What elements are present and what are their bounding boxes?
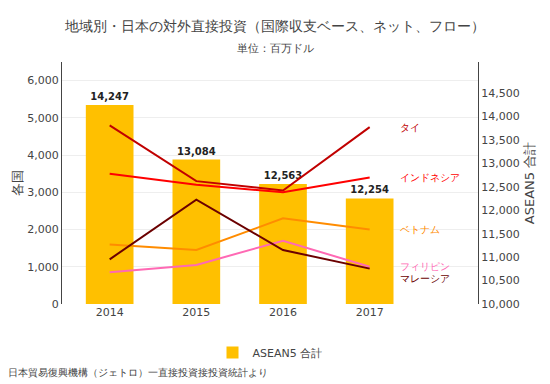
svg-text:6,000: 6,000: [27, 74, 59, 87]
svg-text:フィリピン: フィリピン: [400, 261, 450, 272]
svg-text:13,084: 13,084: [177, 146, 216, 157]
svg-text:2,000: 2,000: [27, 223, 59, 236]
svg-text:12,500: 12,500: [481, 181, 520, 194]
svg-text:タイ: タイ: [400, 122, 420, 133]
svg-text:ASEAN5 合計: ASEAN5 合計: [522, 142, 537, 224]
svg-text:4,000: 4,000: [27, 149, 59, 162]
svg-text:ベトナム: ベトナム: [400, 224, 440, 235]
svg-text:単位：百万ドル: 単位：百万ドル: [237, 42, 314, 55]
svg-text:2016: 2016: [269, 306, 297, 319]
svg-text:13,000: 13,000: [481, 157, 520, 170]
svg-text:各国: 各国: [10, 170, 25, 196]
svg-text:12,563: 12,563: [264, 170, 303, 181]
svg-text:13,500: 13,500: [481, 134, 520, 147]
svg-text:2017: 2017: [356, 306, 384, 319]
svg-text:ASEAN5 合計: ASEAN5 合計: [253, 347, 323, 360]
svg-text:10,000: 10,000: [481, 298, 520, 311]
svg-text:10,500: 10,500: [481, 274, 520, 287]
svg-text:2014: 2014: [96, 306, 124, 319]
svg-text:11,500: 11,500: [481, 228, 520, 241]
svg-text:11,000: 11,000: [481, 251, 520, 264]
svg-text:12,000: 12,000: [481, 204, 520, 217]
svg-text:14,500: 14,500: [481, 87, 520, 100]
svg-text:12,254: 12,254: [350, 184, 389, 195]
svg-text:5,000: 5,000: [27, 112, 59, 125]
svg-text:地域別・日本の対外直接投資（国際収支ベース、ネット、フロー）: 地域別・日本の対外直接投資（国際収支ベース、ネット、フロー）: [64, 18, 485, 34]
svg-text:日本貿易復興機構（ジェトロ）一直接投資接投資統計より: 日本貿易復興機構（ジェトロ）一直接投資接投資統計より: [8, 367, 268, 378]
svg-text:1,000: 1,000: [27, 261, 59, 274]
svg-text:2015: 2015: [182, 306, 210, 319]
svg-text:0: 0: [52, 298, 59, 311]
svg-text:マレーシア: マレーシア: [400, 273, 450, 284]
svg-text:14,000: 14,000: [481, 110, 520, 123]
svg-text:3,000: 3,000: [27, 186, 59, 199]
svg-text:インドネシア: インドネシア: [400, 172, 460, 183]
svg-text:14,247: 14,247: [90, 91, 129, 102]
